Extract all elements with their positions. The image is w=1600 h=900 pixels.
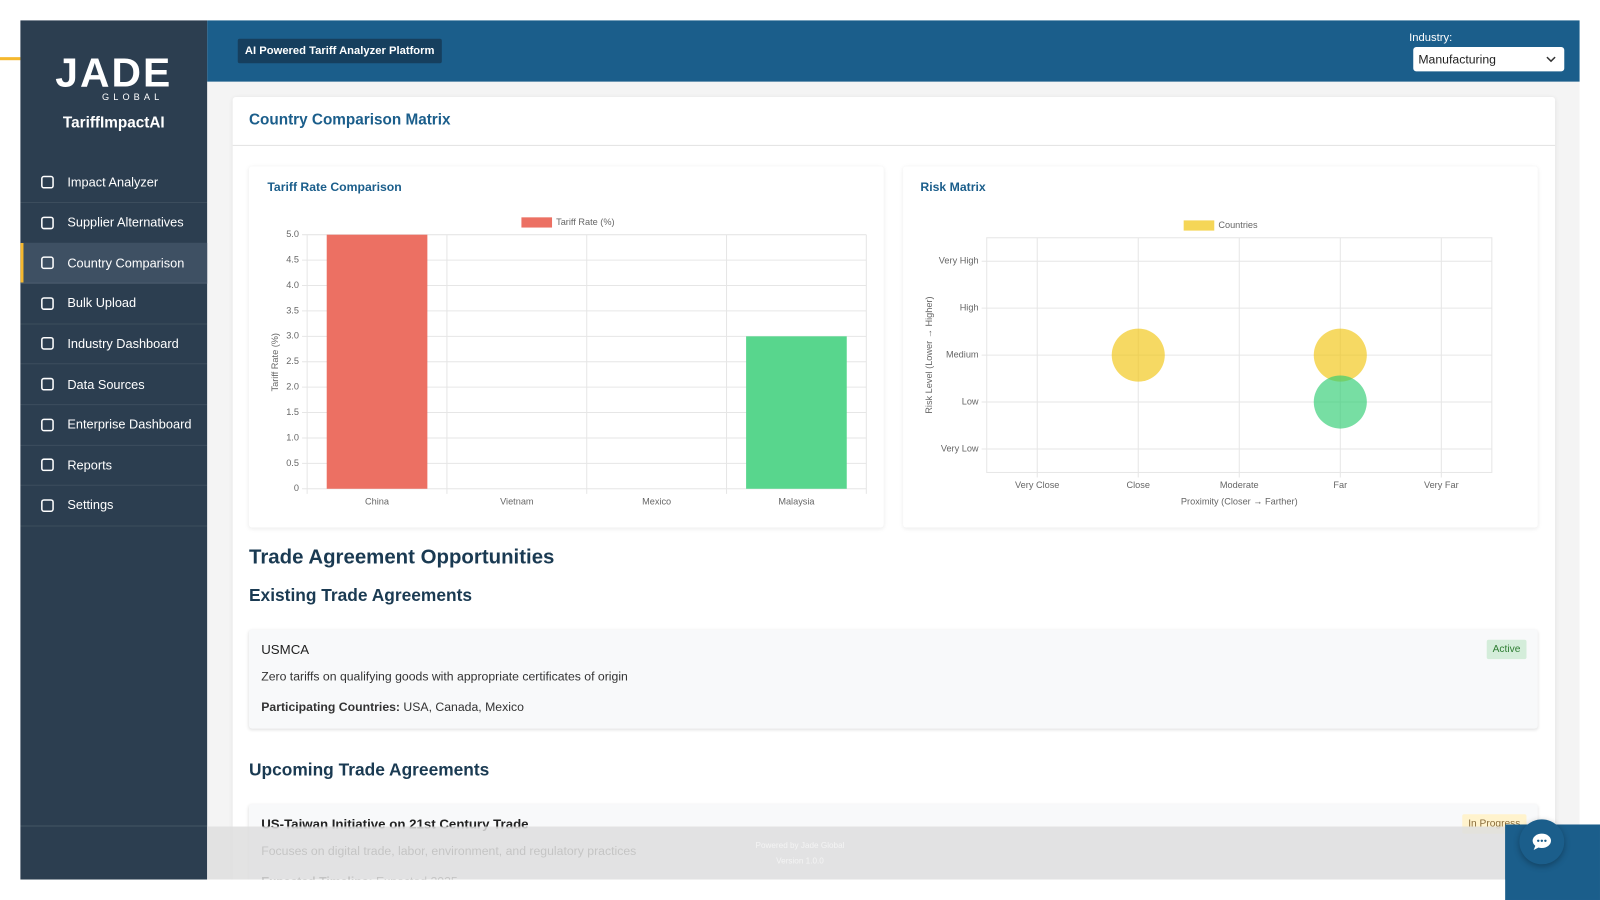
x-tick-label: Very Close <box>1015 480 1059 490</box>
bar <box>326 234 428 489</box>
nav-item[interactable]: Impact Analyzer <box>20 162 208 204</box>
upcoming-title: Upcoming Trade Agreements <box>248 760 490 780</box>
footer: Powered by Jade Global Version 1.0.0 <box>207 826 1580 880</box>
y-tick-label: 1.5 <box>286 407 299 417</box>
y-tick-label: Very Low <box>941 443 979 453</box>
footer-version: Version 1.0.0 <box>776 856 824 866</box>
bubble <box>1313 328 1367 382</box>
agreement-card: USMCA Active Zero tariffs on qualifying go… <box>248 629 1538 729</box>
nav-icon <box>41 175 54 189</box>
divider <box>232 144 1556 146</box>
x-tick-label: Very Far <box>1424 480 1459 490</box>
y-tick-label: 3.0 <box>286 331 299 341</box>
legend-swatch <box>1183 220 1215 231</box>
nav-label: Supplier Alternatives <box>67 215 184 230</box>
nav-label: Enterprise Dashboard <box>67 417 192 432</box>
x-tick-label: Mexico <box>642 496 671 506</box>
agreement-description: Zero tariffs on qualifying goods with ap… <box>261 669 628 684</box>
chat-button[interactable] <box>1519 819 1565 865</box>
y-tick-label: 5.0 <box>286 229 299 239</box>
x-tick-label: Vietnam <box>500 496 534 506</box>
nav-label: Industry Dashboard <box>67 336 179 351</box>
nav-icon <box>41 216 54 229</box>
chart-title: Tariff Rate Comparison <box>267 180 401 194</box>
chart-card <box>903 166 1538 528</box>
chat-icon <box>1532 833 1552 850</box>
nav-icon <box>41 377 54 391</box>
nav-label: Settings <box>67 498 114 513</box>
legend-label: Tariff Rate (%) <box>556 217 614 227</box>
nav-icon <box>41 296 54 310</box>
legend-label: Countries <box>1218 220 1258 230</box>
app-name: TariffImpactAI <box>62 114 165 132</box>
brand-sub: GLOBAL <box>102 91 164 103</box>
y-tick-label: 0 <box>294 483 299 493</box>
nav-icon <box>41 499 54 512</box>
agreement-name: USMCA <box>261 641 310 658</box>
x-tick-label: China <box>365 496 390 506</box>
y-axis-label: Tariff Rate (%) <box>270 333 280 391</box>
nav-icon <box>41 337 54 351</box>
nav-label: Reports <box>67 457 113 473</box>
nav-item[interactable]: Reports <box>20 445 208 486</box>
nav-icon <box>41 256 54 270</box>
nav-item[interactable]: Data Sources <box>20 364 208 406</box>
y-tick-label: 0.5 <box>286 458 299 468</box>
chart-title: Risk Matrix <box>920 180 985 194</box>
detail-value: USA, Canada, Mexico <box>403 699 524 715</box>
x-tick-label: Close <box>1127 480 1150 490</box>
nav-item[interactable]: Bulk Upload <box>20 283 208 325</box>
y-tick-label: Low <box>962 396 979 406</box>
agreement-status: Active <box>1486 639 1527 660</box>
section-title: Country Comparison Matrix <box>248 111 451 129</box>
bubble <box>1313 375 1367 429</box>
nav-label: Impact Analyzer <box>67 174 159 190</box>
detail-label: Participating Countries: <box>261 699 401 715</box>
nav-icon <box>41 418 54 431</box>
y-tick-label: Very High <box>939 256 979 266</box>
bubble <box>1111 328 1165 382</box>
nav-item[interactable]: Supplier Alternatives <box>20 203 208 244</box>
nav-icon <box>41 458 54 472</box>
header: AI Powered Tariff Analyzer Platform Indu… <box>207 20 1580 82</box>
x-tick-label: Moderate <box>1220 480 1259 490</box>
y-tick-label: 2.0 <box>286 382 299 392</box>
bar <box>746 336 847 489</box>
legend-swatch <box>521 217 553 228</box>
nav-label: Country Comparison <box>67 255 185 271</box>
industry-label: Industry: <box>1409 31 1453 44</box>
x-tick-label: Malaysia <box>778 496 815 506</box>
nav-label: Bulk Upload <box>67 296 137 311</box>
y-tick-label: 1.0 <box>286 432 299 442</box>
nav-item[interactable]: Country Comparison <box>20 243 208 284</box>
agreement-detail: Participating Countries: USA, Canada, Me… <box>261 700 524 714</box>
trade-title: Trade Agreement Opportunities <box>248 545 555 569</box>
nav-item[interactable]: Settings <box>20 486 208 527</box>
sidebar: JADE GLOBAL TariffImpactAI Impact Analyz… <box>20 20 208 880</box>
accent-line <box>0 57 21 61</box>
y-tick-label: High <box>960 303 979 313</box>
y-tick-label: Medium <box>946 350 979 360</box>
y-axis-label: Risk Level (Lower → Higher) <box>924 296 934 413</box>
industry-value: Manufacturing <box>1418 52 1496 67</box>
y-tick-label: 4.0 <box>286 280 299 290</box>
chevron <box>1546 56 1556 63</box>
footer-powered: Powered by Jade Global <box>755 840 845 850</box>
brand: JADE <box>55 51 173 96</box>
nav-label: Data Sources <box>67 377 145 392</box>
industry-select[interactable]: Manufacturing <box>1413 46 1565 72</box>
nav-item[interactable]: Industry Dashboard <box>20 324 208 365</box>
nav-item[interactable]: Enterprise Dashboard <box>20 405 208 446</box>
y-tick-label: 2.5 <box>286 356 299 366</box>
platform-badge: AI Powered Tariff Analyzer Platform <box>237 38 442 64</box>
existing-title: Existing Trade Agreements <box>248 585 472 606</box>
page-bottom <box>0 879 1506 900</box>
y-tick-label: 4.5 <box>286 255 299 265</box>
y-tick-label: 3.5 <box>286 305 299 315</box>
x-tick-label: Far <box>1333 480 1347 490</box>
divider <box>20 825 208 827</box>
x-axis-label: Proximity (Closer → Farther) <box>1181 496 1298 506</box>
